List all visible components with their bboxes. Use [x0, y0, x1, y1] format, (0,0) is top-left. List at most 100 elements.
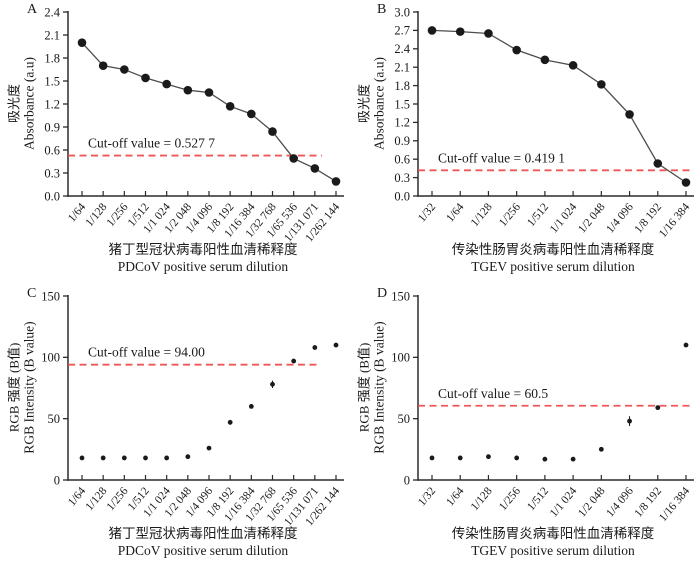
data-point: [291, 358, 297, 364]
data-point: [427, 26, 437, 35]
x-tick-label: 1/512: [525, 485, 551, 513]
data-point: [206, 445, 212, 451]
y-tick-label: 3.0: [394, 5, 410, 19]
x-tick-label: 1/64: [444, 201, 466, 225]
data-point: [484, 29, 493, 38]
x-tick-label: 1/32: [416, 201, 438, 225]
data-point: [120, 65, 129, 74]
x-axis-title-cn: 传染性肠胃炎病毒阳性血清稀释度: [451, 242, 655, 257]
data-point: [655, 405, 661, 411]
data-point: [514, 455, 520, 461]
data-point: [625, 110, 634, 119]
x-tick-label: 1/128: [469, 201, 495, 229]
panel-b-tgev-absorbance: B 吸光度 Absorbance (a.u) 0.0 0.3 0.6 0.9 1.2 1.…: [350, 0, 700, 284]
panel-b-chart: 0.0 0.3 0.6 0.9 1.2 1.5 1.8 2.1 2.4 2.7 3.0 1/32 1/6…: [394, 5, 694, 240]
x-tick-label: 1/64: [444, 485, 466, 509]
x-tick-label: 1/256: [497, 485, 523, 513]
x-tick-label: 1/2 048: [576, 485, 608, 520]
panel-a-pdcov-absorbance: A 吸光度 Absorbance (a.u) 0.0 0.3 0.6 0.9 1.2 1.…: [0, 0, 350, 284]
x-tick-label: 1/256: [105, 485, 131, 513]
data-point: [183, 85, 193, 95]
data-point: [627, 418, 632, 424]
y-tick-label: 1.2: [44, 97, 60, 111]
x-tick-label: 1/128: [469, 485, 495, 513]
data-point: [681, 178, 691, 187]
x-tick-label: 1/1 024: [548, 201, 580, 236]
data-point: [597, 80, 606, 89]
data-point: [486, 454, 491, 460]
data-point: [568, 61, 578, 70]
data-point: [162, 79, 171, 89]
y-tick-label: 0: [404, 473, 410, 487]
x-tick-label: 1/16 384: [657, 201, 692, 240]
y-tick-label: 0: [54, 473, 60, 487]
x-axis-title: 传染性肠胃炎病毒阳性血清稀释度 TGEV positive serum dilu…: [408, 525, 698, 559]
data-point: [331, 177, 341, 186]
x-tick-label: 1/4 096: [604, 201, 636, 236]
data-point: [310, 164, 320, 173]
panel-a-chart: 0.00.30.60.91.21.51.82.12.41/641/1281/25…: [44, 5, 344, 244]
cutoff-label: Cut-off value = 0.419 1: [438, 150, 565, 165]
data-point: [270, 381, 275, 387]
x-axis-title-cn: 猪丁型冠状病毒阳性血清稀释度: [108, 526, 298, 541]
x-tick-label: 1/128: [83, 485, 109, 513]
data-point: [289, 154, 298, 163]
data-point: [141, 73, 150, 83]
data-point: [164, 455, 170, 461]
series-line: [81, 42, 337, 182]
x-tick-label: 1/1 024: [548, 485, 580, 520]
data-point: [333, 342, 339, 348]
data-point: [457, 455, 463, 461]
y-tick-label: 0.0: [394, 189, 410, 203]
cutoff-label: Cut-off value = 0.527 7: [88, 136, 215, 151]
y-tick-label: 1.5: [394, 97, 410, 111]
x-axis-title-en: PDCoV positive serum dilution: [117, 543, 289, 558]
x-tick-label: 1/16 384: [657, 485, 692, 524]
data-point: [77, 38, 87, 47]
data-point: [225, 102, 235, 111]
y-tick-label: 0.9: [394, 134, 410, 148]
y-tick-label: 150: [41, 289, 60, 303]
x-axis-title-en: TGEV positive serum dilution: [471, 543, 635, 558]
x-axis-title-en: PDCoV positive serum dilution: [117, 259, 289, 274]
x-tick-label: 1/2 048: [576, 201, 608, 236]
y-tick-label: 2.1: [394, 61, 410, 75]
cutoff-label: Cut-off value = 94.00: [88, 345, 205, 360]
y-tick-label: 50: [398, 412, 411, 426]
panel-letter: A: [27, 2, 38, 17]
data-point: [248, 404, 254, 409]
series-line: [431, 29, 687, 184]
y-tick-label: 0.6: [44, 143, 60, 157]
y-tick-label: 1.2: [394, 116, 410, 130]
data-point: [79, 455, 85, 461]
x-tick-label: 1/4 096: [604, 485, 636, 520]
panel-letter: D: [377, 286, 388, 301]
y-tick-label: 1.8: [44, 51, 60, 65]
x-tick-label: 1/512: [525, 201, 551, 229]
y-tick-label: 0.9: [44, 120, 60, 134]
data-point: [227, 419, 233, 425]
data-point: [540, 55, 550, 65]
panel-letter: C: [27, 286, 37, 301]
data-point: [683, 342, 689, 348]
y-tick-label: 2.1: [44, 28, 60, 42]
data-point: [143, 455, 148, 461]
y-tick-label: 150: [391, 289, 410, 303]
y-tick-label: 50: [48, 412, 61, 426]
data-point: [204, 88, 214, 97]
y-tick-label: 1.5: [44, 74, 60, 88]
x-tick-label: 1/256: [497, 201, 523, 229]
y-tick-label: 1.8: [394, 79, 410, 93]
x-axis-title-en: TGEV positive serum dilution: [471, 259, 635, 274]
x-tick-label: 1/32: [416, 485, 438, 509]
y-tick-label: 0.3: [394, 171, 410, 185]
x-axis-title: 传染性肠胃炎病毒阳性血清稀释度 TGEV positive serum dilu…: [408, 241, 698, 275]
y-tick-label: 0.0: [44, 189, 60, 203]
x-axis-title: 猪丁型冠状病毒阳性血清稀释度 PDCoV positive serum dilu…: [58, 241, 348, 275]
data-point: [185, 454, 191, 460]
data-point: [98, 61, 108, 70]
